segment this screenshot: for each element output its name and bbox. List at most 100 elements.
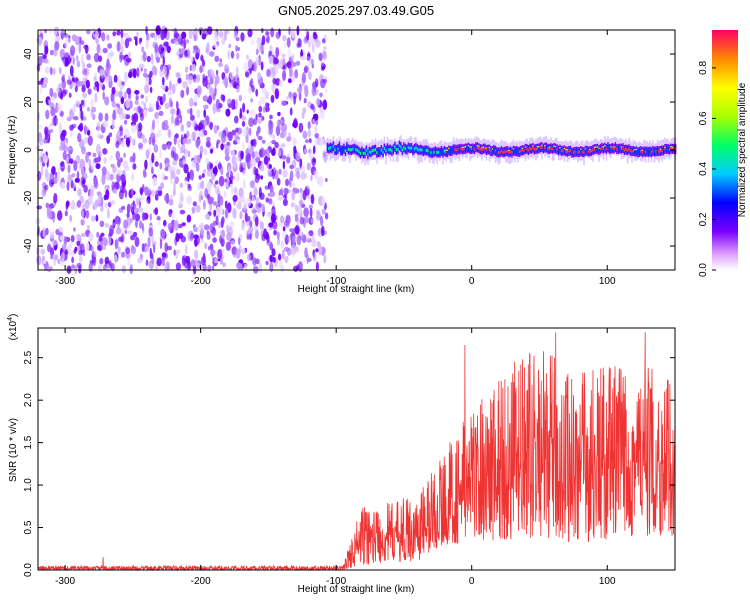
noise-cell [96, 231, 100, 238]
noise-cell [106, 34, 110, 41]
noise-cell [308, 138, 312, 144]
signal-core [581, 150, 584, 154]
top-y-tick-label: -20 [23, 190, 34, 205]
noise-cell [65, 142, 68, 148]
noise-cell [52, 255, 55, 260]
noise-cell [233, 158, 237, 170]
noise-cell [44, 131, 48, 140]
noise-cell [174, 120, 178, 127]
noise-cell [58, 67, 62, 75]
noise-cell [130, 217, 133, 223]
noise-cell [177, 77, 182, 84]
noise-cell [96, 121, 101, 132]
signal-core [554, 145, 557, 148]
signal-core [470, 146, 473, 148]
noise-cell [106, 135, 111, 144]
signal-band [649, 148, 651, 155]
noise-cell [271, 248, 276, 257]
noise-cell [113, 187, 118, 195]
noise-cell [275, 47, 280, 58]
noise-cell [78, 255, 83, 263]
noise-cell [95, 38, 99, 45]
noise-cell [120, 44, 124, 54]
signal-core [445, 150, 447, 154]
noise-cell [314, 138, 319, 149]
noise-cell [119, 51, 123, 63]
top-y-tick-label: 40 [23, 48, 34, 60]
noise-cell [137, 207, 143, 213]
signal-core [500, 149, 503, 153]
noise-cell [40, 248, 46, 255]
noise-cell [159, 150, 162, 159]
noise-cell [273, 57, 279, 65]
noise-cell [109, 224, 115, 235]
noise-cell [203, 129, 208, 136]
noise-cell [205, 44, 211, 55]
noise-cell [157, 129, 162, 137]
noise-cell [220, 94, 224, 101]
noise-cell [284, 255, 289, 264]
signal-core [418, 148, 420, 152]
noise-cell [76, 60, 81, 68]
noise-cell [226, 202, 232, 213]
noise-cell [134, 100, 139, 105]
noise-cell [202, 95, 209, 102]
noise-cell [167, 222, 174, 231]
signal-core [551, 147, 554, 151]
signal-core [566, 150, 569, 154]
noise-cell [176, 168, 181, 175]
noise-cell [250, 40, 255, 46]
noise-cell [299, 216, 304, 225]
signal-line [326, 135, 677, 166]
noise-cell [288, 26, 291, 36]
noise-cell [66, 79, 72, 85]
noise-cell [306, 162, 311, 171]
noise-cell [185, 73, 189, 81]
noise-cell [157, 95, 162, 101]
signal-core [655, 149, 657, 153]
noise-cell [95, 163, 101, 170]
noise-cell [241, 195, 246, 204]
noise-cell [162, 65, 168, 77]
signal-core [433, 150, 435, 154]
noise-cell [268, 164, 272, 170]
noise-cell [69, 241, 73, 248]
noise-cell [198, 122, 204, 131]
signal-core [446, 149, 449, 151]
noise-cell [315, 261, 319, 272]
noise-cell [183, 163, 189, 174]
noise-cell [278, 144, 282, 156]
noise-cell [237, 262, 242, 271]
signal-core [538, 146, 540, 148]
noise-cell [185, 138, 191, 145]
noise-cell [115, 227, 122, 235]
signal-core [469, 146, 471, 148]
noise-cell [278, 60, 283, 69]
noise-cell [77, 187, 82, 197]
noise-cell [282, 169, 288, 178]
noise-cell [258, 100, 261, 107]
noise-cell [232, 194, 238, 202]
noise-cell [322, 99, 328, 110]
signal-core [400, 145, 402, 149]
signal-core [521, 147, 524, 149]
noise-cell [148, 136, 152, 145]
noise-cell [282, 226, 286, 232]
noise-cell [49, 66, 53, 76]
noise-cell [135, 213, 141, 222]
noise-cell [53, 26, 60, 37]
signal-band [386, 145, 389, 152]
signal-core [572, 150, 575, 154]
noise-cell [294, 69, 299, 79]
noise-cell [270, 27, 275, 38]
noise-cell [280, 215, 285, 224]
noise-cell [141, 46, 145, 53]
noise-cell [191, 64, 197, 72]
signal-core [485, 147, 488, 149]
noise-cell [102, 47, 108, 54]
noise-cell [145, 38, 149, 49]
noise-cell [43, 259, 47, 264]
signal-core [370, 150, 372, 154]
signal-core [482, 147, 485, 151]
noise-cell [174, 176, 180, 185]
